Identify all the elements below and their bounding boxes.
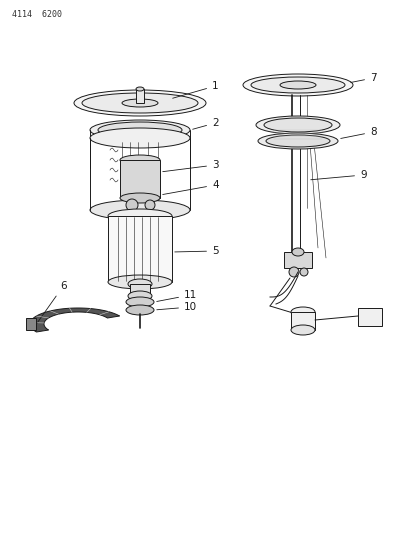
Ellipse shape (291, 307, 315, 317)
Text: 2: 2 (193, 118, 219, 130)
Ellipse shape (126, 305, 154, 315)
Text: 5: 5 (175, 246, 219, 256)
Ellipse shape (145, 200, 155, 210)
Ellipse shape (256, 116, 340, 134)
Bar (291, 312, 315, 330)
Text: 11: 11 (157, 290, 197, 302)
Ellipse shape (126, 199, 138, 211)
Ellipse shape (90, 120, 190, 140)
Ellipse shape (120, 193, 160, 203)
Ellipse shape (280, 81, 316, 89)
Text: 9: 9 (311, 170, 367, 180)
Ellipse shape (258, 133, 338, 149)
Ellipse shape (300, 268, 308, 276)
Ellipse shape (120, 155, 160, 165)
Ellipse shape (136, 87, 144, 91)
Ellipse shape (264, 118, 332, 132)
Ellipse shape (74, 90, 206, 116)
Text: 6: 6 (37, 281, 67, 324)
Ellipse shape (128, 279, 152, 289)
Text: 4: 4 (163, 180, 219, 195)
Ellipse shape (251, 77, 345, 93)
Ellipse shape (243, 74, 353, 96)
Text: 1: 1 (173, 81, 219, 98)
Text: 3: 3 (163, 160, 219, 172)
Ellipse shape (122, 99, 158, 107)
Text: 10: 10 (157, 302, 197, 312)
Bar (26, 318, 36, 330)
Ellipse shape (108, 275, 172, 289)
Bar (108, 216, 172, 282)
Ellipse shape (266, 135, 330, 147)
Ellipse shape (289, 267, 299, 277)
Ellipse shape (90, 200, 190, 220)
Bar (130, 284, 150, 296)
Ellipse shape (292, 248, 304, 256)
Text: 7: 7 (351, 73, 377, 83)
Ellipse shape (291, 325, 315, 335)
Ellipse shape (108, 209, 172, 223)
Bar (120, 160, 160, 198)
Text: 8: 8 (341, 127, 377, 139)
Ellipse shape (98, 122, 182, 138)
Bar (284, 252, 312, 268)
Ellipse shape (90, 128, 190, 148)
Bar (136, 89, 144, 103)
Bar (358, 308, 382, 326)
Text: 4114  6200: 4114 6200 (12, 10, 62, 19)
Ellipse shape (128, 291, 152, 301)
Polygon shape (30, 308, 120, 332)
Ellipse shape (82, 93, 198, 113)
Ellipse shape (126, 297, 154, 307)
